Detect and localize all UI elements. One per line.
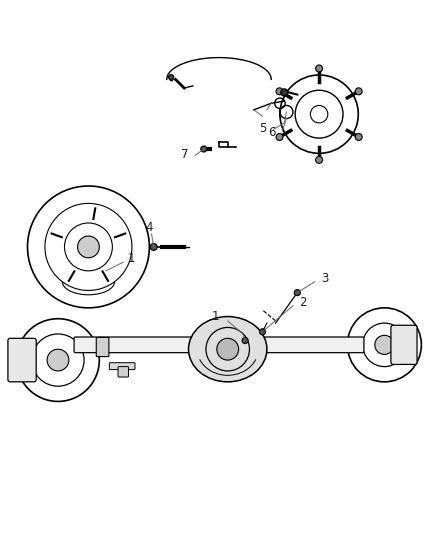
Circle shape	[355, 88, 362, 95]
Circle shape	[169, 75, 174, 80]
Text: 1: 1	[212, 310, 219, 322]
Text: 4: 4	[145, 221, 152, 234]
Circle shape	[276, 88, 283, 95]
Circle shape	[355, 134, 362, 141]
Text: 2: 2	[300, 296, 307, 309]
FancyBboxPatch shape	[96, 337, 109, 357]
Text: 7: 7	[181, 148, 188, 160]
Circle shape	[78, 236, 99, 258]
Circle shape	[242, 337, 248, 344]
Circle shape	[47, 349, 69, 371]
Circle shape	[375, 335, 394, 354]
Circle shape	[259, 329, 265, 335]
FancyBboxPatch shape	[74, 337, 364, 353]
Circle shape	[276, 134, 283, 141]
Text: 5: 5	[259, 122, 267, 134]
FancyBboxPatch shape	[110, 362, 135, 370]
Circle shape	[201, 146, 207, 152]
FancyBboxPatch shape	[8, 338, 36, 382]
Circle shape	[150, 244, 157, 251]
Text: 3: 3	[321, 272, 328, 285]
Circle shape	[294, 289, 300, 296]
Circle shape	[281, 89, 288, 96]
Circle shape	[217, 338, 239, 360]
FancyBboxPatch shape	[118, 367, 128, 377]
Text: 6: 6	[268, 126, 276, 139]
Text: 1: 1	[127, 252, 135, 265]
Circle shape	[316, 156, 322, 163]
Ellipse shape	[188, 317, 267, 382]
Circle shape	[316, 65, 322, 72]
FancyBboxPatch shape	[391, 325, 417, 365]
